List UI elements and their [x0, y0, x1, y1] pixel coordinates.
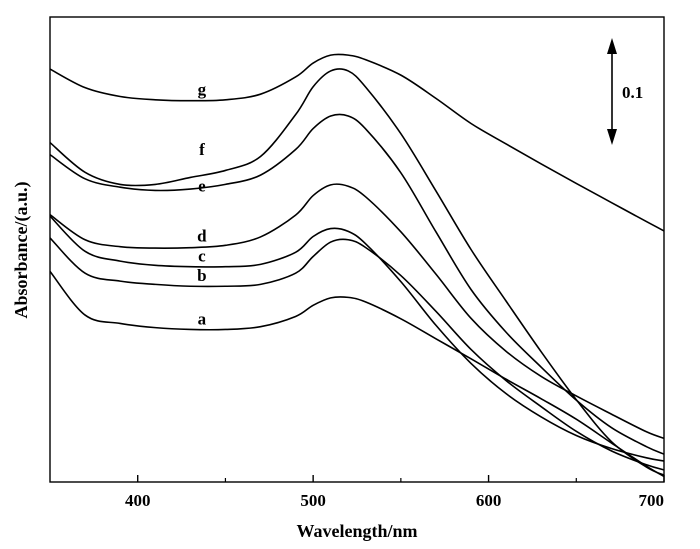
x-tick-label-700: 700: [639, 491, 665, 510]
x-axis-ticks: 400 500 600 700: [125, 475, 665, 510]
curve-labels-group: a bcd ef g: [197, 80, 207, 328]
series-line-b: [49, 237, 665, 471]
curve-label-g: g: [198, 80, 207, 99]
curve-label-b: b: [197, 266, 206, 285]
curves-group: [49, 53, 665, 478]
curve-label-a: a: [198, 310, 207, 329]
x-axis-title: Wavelength/nm: [296, 521, 417, 541]
scale-bar-label: 0.1: [622, 83, 643, 102]
curve-label-e: e: [198, 177, 206, 196]
curve-label-f: f: [199, 140, 205, 159]
curve-label-c: c: [198, 247, 206, 266]
series-line-c: [49, 215, 665, 462]
x-tick-label-400: 400: [125, 491, 151, 510]
series-line-a: [49, 270, 665, 478]
series-line-e: [49, 113, 665, 455]
x-tick-label-600: 600: [476, 491, 502, 510]
series-line-f: [49, 68, 665, 476]
x-tick-label-500: 500: [300, 491, 326, 510]
series-line-g: [49, 53, 665, 232]
scale-bar: 0.1: [607, 38, 643, 145]
series-line-d: [49, 183, 665, 440]
scale-bar-arrow-up: [607, 38, 617, 54]
plot-frame: [49, 16, 665, 483]
y-axis-title: Absorbance/(a.u.): [11, 181, 32, 318]
curve-label-d: d: [197, 227, 207, 246]
scale-bar-arrow-down: [607, 129, 617, 145]
